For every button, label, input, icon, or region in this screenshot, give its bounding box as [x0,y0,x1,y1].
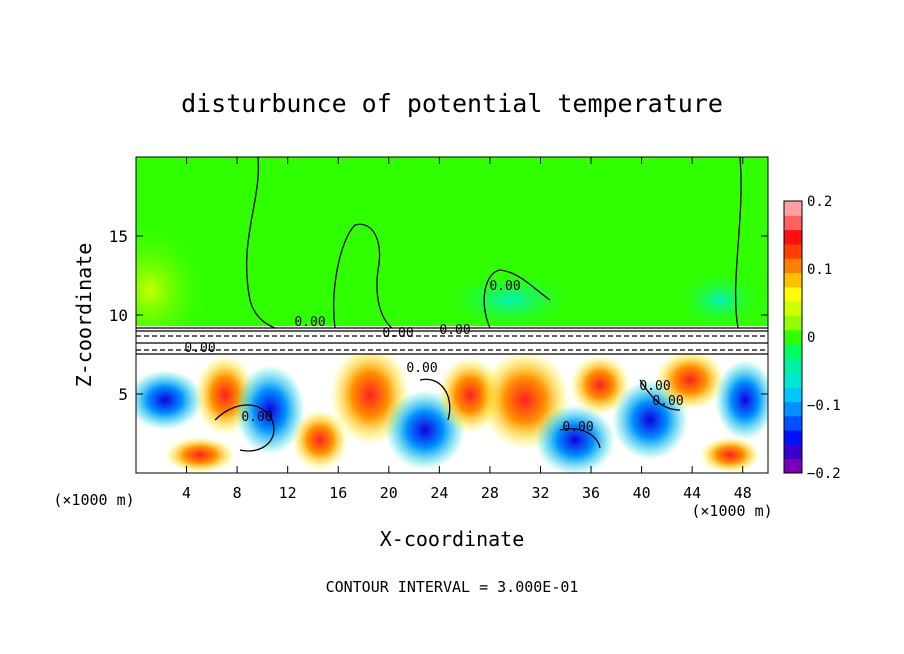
contour-label: 0.00 [241,410,272,425]
x-tick-label: 16 [329,484,347,502]
chart-title: disturbunce of potential temperature [181,89,723,118]
colorbar-frame [783,200,803,474]
upper-positive-patch [136,220,210,360]
colorbar-tick-label: −0.1 [807,398,841,414]
colorbar-swatch [784,215,802,231]
colorbar-swatch [784,358,802,374]
x-tick-label: 48 [734,484,752,502]
contour-label: 0.00 [439,323,470,338]
x-tick-label: 24 [430,484,448,502]
colorbar-swatch [784,430,802,445]
colorbar-swatch [784,415,802,431]
colorbar-swatch [784,315,802,331]
contour-interval-note: CONTOUR INTERVAL = 3.000E-01 [326,578,579,596]
colorbar-swatch [784,301,802,317]
y-tick-label: 10 [109,306,128,325]
colorbar-swatch [784,344,802,359]
colorbar-swatch [784,229,802,245]
contour-lines [214,157,742,452]
colorbar-tick-label: 0.1 [807,262,832,278]
colorbar-swatch [784,258,802,274]
contour-labels: 0.00 0.00 0.00 0.00 0.00 0.00 0.00 0.00 … [184,279,683,435]
x-tick-label: 28 [481,484,499,502]
colorbar-tick-label: 0 [807,330,815,346]
contour-label: 0.00 [184,341,215,356]
colorbar-swatch [784,272,802,288]
colorbar-tick-label: 0.2 [807,194,832,210]
contour-label: 0.00 [652,394,683,409]
x-axis-label: X-coordinate [380,527,525,551]
colorbar-swatch [784,444,802,460]
contour-label: 0.00 [406,361,437,376]
contour-label: 0.00 [562,420,593,435]
colorbar-swatch [784,329,802,345]
colorbar-swatch [784,401,802,417]
y-axis-label: Z-coordinate [72,243,96,388]
colorbar-swatch [784,286,802,302]
colorbar-tick-label: −0.2 [807,466,841,482]
contour-label: 0.00 [294,315,325,330]
x-tick-label: 44 [683,484,701,502]
colorbar-swatch [784,458,802,474]
contour-label: 0.00 [382,326,413,341]
x-tick-label: 8 [233,484,242,502]
upper-cyan-patch [440,270,580,330]
x-tick-label: 40 [633,484,651,502]
plot-area: 0.00 0.00 0.00 0.00 0.00 0.00 0.00 0.00 … [136,157,768,473]
colorbar: 0.2 0.1 0 −0.1 −0.2 [783,194,841,482]
x-tick-label: 32 [531,484,549,502]
x-tick-label: 20 [380,484,398,502]
x-tick-label: 36 [582,484,600,502]
colorbar-swatch [784,243,802,259]
x-tick-label: 12 [279,484,297,502]
contour-label: 0.00 [639,379,670,394]
y-tick-label: 5 [118,385,128,404]
band-contours [136,327,768,355]
colorbar-swatch [784,201,802,216]
x-unit-label-right: (×1000 m) [691,502,772,520]
upper-cyan-patch [675,270,765,330]
eddies [136,345,768,473]
x-tick-label: 4 [182,484,191,502]
y-tick-label: 15 [109,227,128,246]
colorbar-swatch [784,372,802,388]
colorbar-swatch [784,387,802,402]
contour-label: 0.00 [489,279,520,294]
x-unit-label-left: (×1000 m) [53,491,134,509]
